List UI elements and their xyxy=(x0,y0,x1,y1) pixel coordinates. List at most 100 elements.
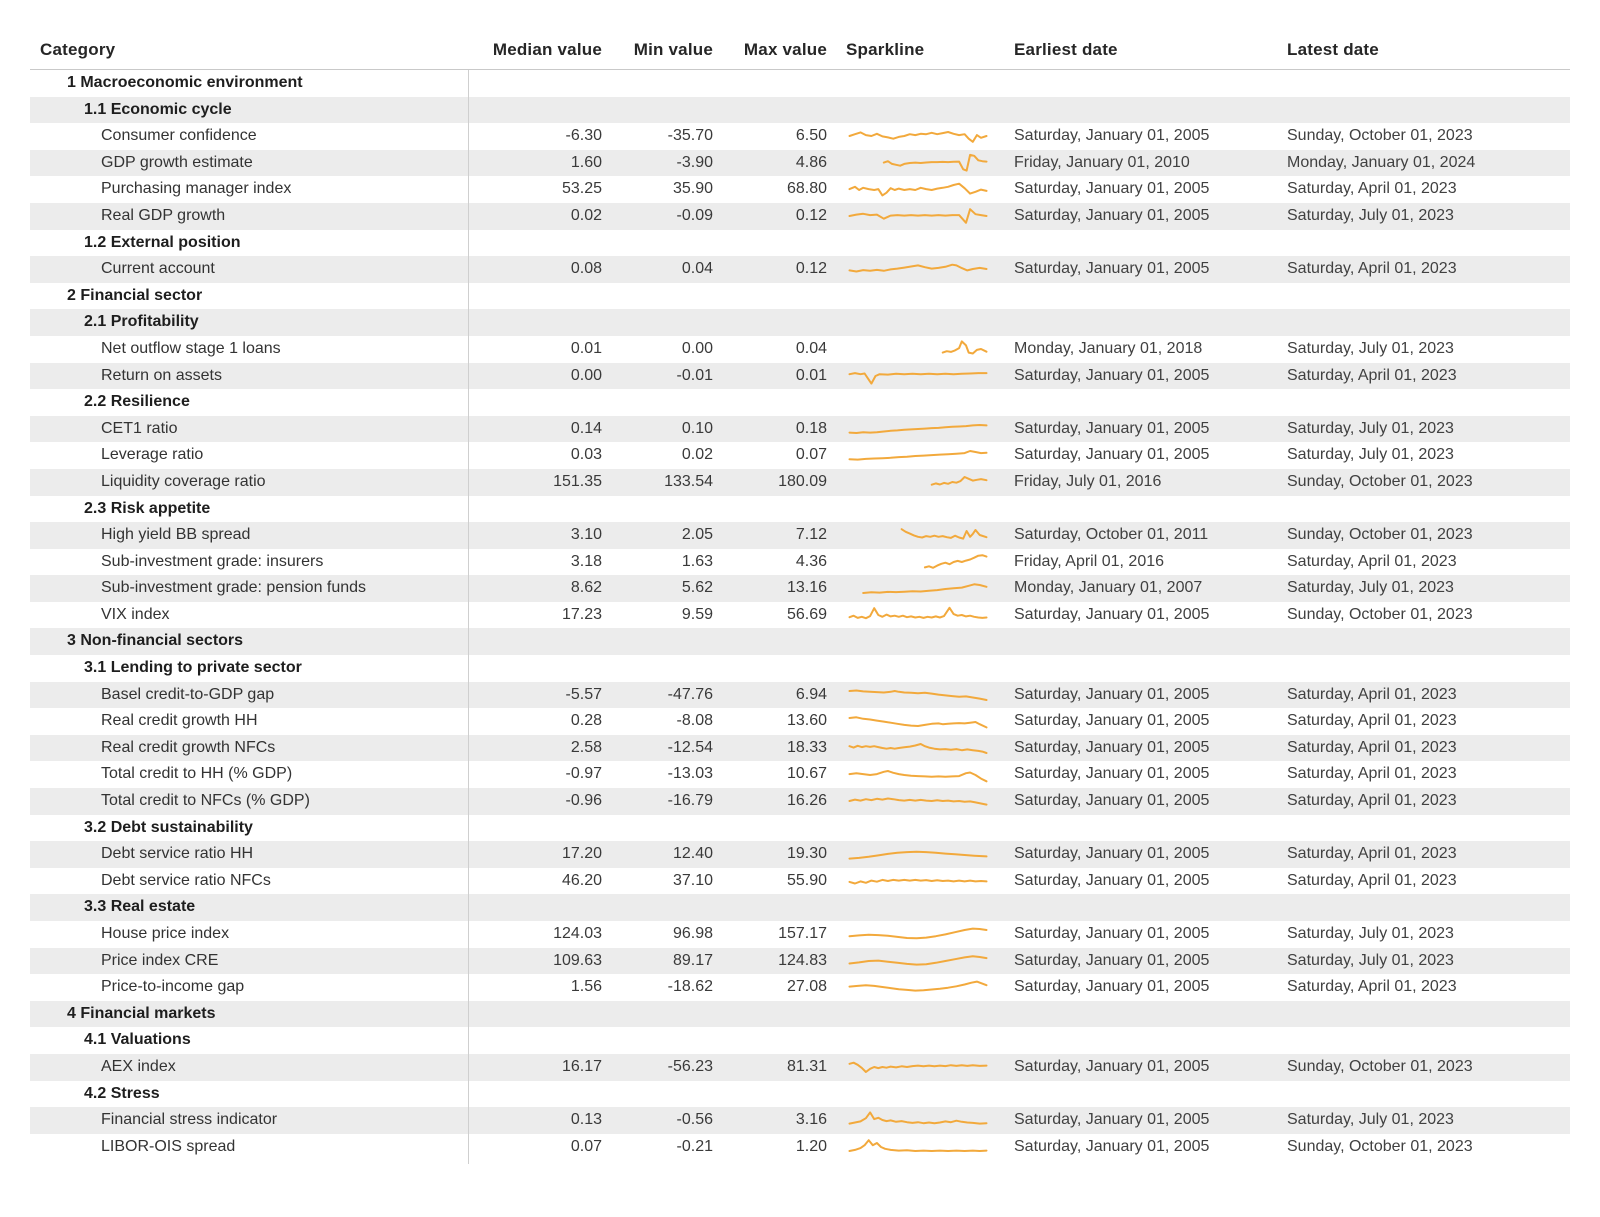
median-value: -6.30 xyxy=(565,127,602,145)
table-row[interactable]: VIX index 17.23 9.59 56.69 Saturday, Jan… xyxy=(30,602,1570,629)
table-row[interactable]: Basel credit-to-GDP gap -5.57 -47.76 6.9… xyxy=(30,681,1570,709)
latest-date: Sunday, October 01, 2023 xyxy=(1287,1057,1473,1075)
max-value: 1.20 xyxy=(795,1137,827,1155)
table-row[interactable]: CET1 ratio 0.14 0.10 0.18 Saturday, Janu… xyxy=(30,415,1570,443)
table-row[interactable]: 2.1 Profitability xyxy=(30,309,1570,336)
table-row[interactable]: 3.1 Lending to private sector xyxy=(30,655,1570,682)
table-row[interactable]: Net outflow stage 1 loans 0.01 0.00 0.04… xyxy=(30,336,1570,363)
latest-date: Monday, January 01, 2024 xyxy=(1287,153,1476,171)
table-row[interactable]: Price-to-income gap 1.56 -18.62 27.08 Sa… xyxy=(30,974,1570,1001)
earliest-date: Saturday, January 01, 2005 xyxy=(1014,712,1210,730)
table-row[interactable]: 3.2 Debt sustainability xyxy=(30,815,1570,842)
sparkline-cell xyxy=(827,817,1012,839)
table-row[interactable]: 1 Macroeconomic environment xyxy=(30,70,1570,97)
max-value: 0.01 xyxy=(795,366,827,384)
table-row[interactable]: Sub-investment grade: pension funds 8.62… xyxy=(30,575,1570,602)
latest-date: Saturday, July 01, 2023 xyxy=(1287,1111,1454,1129)
row-label: GDP growth estimate xyxy=(101,153,253,171)
table-row[interactable]: 3 Non-financial sectors xyxy=(30,628,1570,656)
min-value: 0.00 xyxy=(681,339,713,357)
table-row[interactable]: 4.1 Valuations xyxy=(30,1027,1570,1054)
sparkline-chart xyxy=(923,554,988,569)
median-value: 16.17 xyxy=(561,1057,602,1075)
row-label: 1.1 Economic cycle xyxy=(84,100,232,118)
row-label: 2.2 Resilience xyxy=(84,393,190,411)
table-row[interactable]: Real credit growth NFCs 2.58 -12.54 18.3… xyxy=(30,734,1570,762)
median-value: 8.62 xyxy=(570,579,602,597)
sparkline-chart xyxy=(930,476,988,486)
table-row[interactable]: Debt service ratio HH 17.20 12.40 19.30 … xyxy=(30,841,1570,868)
sparkline-cell xyxy=(827,578,1012,600)
table-row[interactable]: Purchasing manager index 53.25 35.90 68.… xyxy=(30,176,1570,203)
sparkline-chart xyxy=(848,797,988,806)
table-row[interactable]: 2 Financial sector xyxy=(30,283,1570,310)
table-row[interactable]: 1.2 External position xyxy=(30,230,1570,257)
table-row[interactable]: Consumer confidence -6.30 -35.70 6.50 Sa… xyxy=(30,123,1570,150)
sparkline-cell xyxy=(827,790,1012,812)
row-label: Sub-investment grade: insurers xyxy=(101,552,324,570)
latest-date: Saturday, July 01, 2023 xyxy=(1287,446,1454,464)
column-header-earliest-date[interactable]: Earliest date xyxy=(1014,40,1118,59)
max-value: 4.36 xyxy=(795,552,827,570)
sparkline-cell xyxy=(827,923,1012,945)
sparkline-cell xyxy=(827,1003,1012,1025)
sparkline-cell xyxy=(827,1030,1012,1052)
sparkline-chart xyxy=(848,131,988,144)
median-value: 3.10 xyxy=(570,526,602,544)
earliest-date: Saturday, January 01, 2005 xyxy=(1014,871,1210,889)
sparkline-chart xyxy=(848,424,988,435)
sparkline-cell xyxy=(827,950,1012,972)
sparkline-chart xyxy=(848,743,988,755)
column-header-median-value[interactable]: Median value xyxy=(492,40,602,59)
column-header-max-value[interactable]: Max value xyxy=(743,40,827,59)
min-value: 133.54 xyxy=(664,472,713,490)
table-row[interactable]: Price index CRE 109.63 89.17 124.83 Satu… xyxy=(30,947,1570,975)
earliest-date: Saturday, January 01, 2005 xyxy=(1014,180,1210,198)
sparkline-chart xyxy=(848,264,988,273)
row-label: Basel credit-to-GDP gap xyxy=(101,685,275,703)
table-row[interactable]: Debt service ratio NFCs 46.20 37.10 55.9… xyxy=(30,868,1570,895)
latest-date: Saturday, April 01, 2023 xyxy=(1287,738,1457,756)
table-row[interactable]: Liquidity coverage ratio 151.35 133.54 1… xyxy=(30,468,1570,496)
earliest-date: Saturday, January 01, 2005 xyxy=(1014,685,1210,703)
table-row[interactable]: 3.3 Real estate xyxy=(30,894,1570,921)
column-header-sparkline[interactable]: Sparkline xyxy=(846,40,925,59)
table-row[interactable]: Leverage ratio 0.03 0.02 0.07 Saturday, … xyxy=(30,442,1570,469)
table-row[interactable]: GDP growth estimate 1.60 -3.90 4.86 Frid… xyxy=(30,149,1570,177)
median-value: 0.08 xyxy=(570,260,602,278)
median-value: 109.63 xyxy=(553,951,602,969)
table-body: 1 Macroeconomic environment 1.1 Economic… xyxy=(30,70,1570,1165)
min-value: -35.70 xyxy=(667,127,713,145)
min-value: 37.10 xyxy=(672,871,713,889)
table-row[interactable]: Total credit to NFCs (% GDP) -0.96 -16.7… xyxy=(30,788,1570,815)
min-value: -56.23 xyxy=(667,1057,713,1075)
table-row[interactable]: 1.1 Economic cycle xyxy=(30,96,1570,124)
row-label: AEX index xyxy=(101,1057,176,1075)
table-row[interactable]: 4.2 Stress xyxy=(30,1081,1570,1108)
table-row[interactable]: 4 Financial markets xyxy=(30,1000,1570,1028)
latest-date: Saturday, April 01, 2023 xyxy=(1287,260,1457,278)
table-row[interactable]: Current account 0.08 0.04 0.12 Saturday,… xyxy=(30,256,1570,283)
table-row[interactable]: Real GDP growth 0.02 -0.09 0.12 Saturday… xyxy=(30,202,1570,230)
table-row[interactable]: AEX index 16.17 -56.23 81.31 Saturday, J… xyxy=(30,1053,1570,1081)
table-row[interactable]: House price index 124.03 96.98 157.17 Sa… xyxy=(30,921,1570,948)
table-row[interactable]: Total credit to HH (% GDP) -0.97 -13.03 … xyxy=(30,761,1570,788)
earliest-date: Saturday, January 01, 2005 xyxy=(1014,366,1210,384)
table-row[interactable]: 2.3 Risk appetite xyxy=(30,496,1570,523)
table-row[interactable]: LIBOR-OIS spread 0.07 -0.21 1.20 Saturda… xyxy=(30,1134,1570,1161)
column-header-category[interactable]: Category xyxy=(40,40,116,59)
table-row[interactable]: Return on assets 0.00 -0.01 0.01 Saturda… xyxy=(30,362,1570,390)
row-label: 2 Financial sector xyxy=(67,286,203,304)
median-value: 0.07 xyxy=(570,1137,602,1155)
column-header-latest-date[interactable]: Latest date xyxy=(1287,40,1379,59)
table-row[interactable]: Sub-investment grade: insurers 3.18 1.63… xyxy=(30,549,1570,576)
table-row[interactable]: Financial stress indicator 0.13 -0.56 3.… xyxy=(30,1107,1570,1134)
earliest-date: Monday, January 01, 2018 xyxy=(1014,339,1203,357)
median-value: 53.25 xyxy=(561,180,602,198)
column-header-min-value[interactable]: Min value xyxy=(633,40,713,59)
table-row[interactable]: High yield BB spread 3.10 2.05 7.12 Satu… xyxy=(30,522,1570,549)
sparkline-cell xyxy=(827,1083,1012,1105)
table-row[interactable]: Real credit growth HH 0.28 -8.08 13.60 S… xyxy=(30,708,1570,735)
table-row[interactable]: 2.2 Resilience xyxy=(30,389,1570,416)
row-label: 4.1 Valuations xyxy=(84,1031,191,1049)
